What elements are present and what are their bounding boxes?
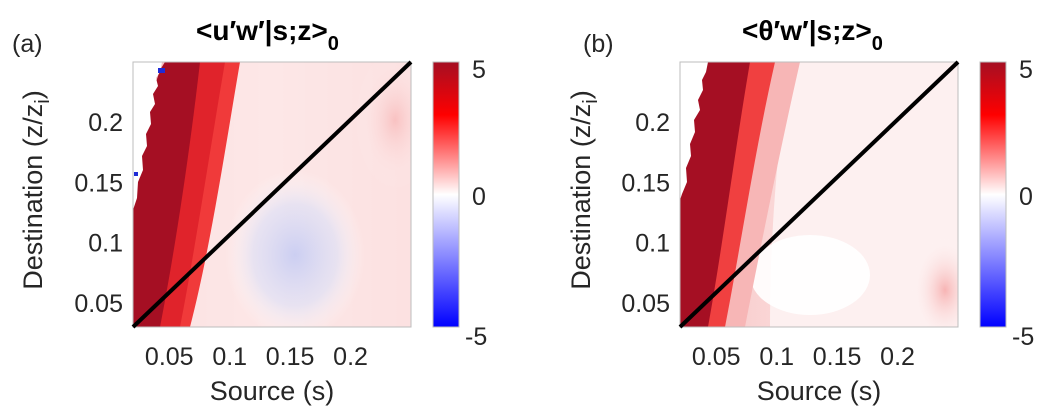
panel-a: (a) <u′w′|s;z>0 0.05 0.1 0.15 0.2 0.050.10.… bbox=[12, 15, 487, 406]
y-tick-label-b: 0.2 bbox=[635, 109, 670, 137]
panel-b-title-main: <θ′w′|s;z> bbox=[742, 15, 872, 46]
panel-a-title: <u′w′|s;z>0 bbox=[196, 15, 339, 55]
y-ticks-b: 0.05 0.1 0.15 0.2 bbox=[621, 109, 670, 318]
heatmap-a bbox=[133, 62, 411, 327]
diagonal-line-a bbox=[131, 60, 413, 329]
x-tick-label-b: 0.1 bbox=[759, 343, 794, 371]
colorbar-a-tick-max: 5 bbox=[472, 56, 486, 84]
y-tick-label-a: 0.05 bbox=[74, 290, 123, 318]
x-tick-label-a: 0.05 bbox=[145, 343, 194, 371]
x-ticks-b: 0.05 0.1 0.15 0.2 bbox=[692, 343, 915, 371]
x-tick-label-a: 0.2 bbox=[333, 343, 368, 371]
x-tick-label-b: 0.05 bbox=[692, 343, 741, 371]
panel-b-title-sub: 0 bbox=[872, 33, 883, 55]
x-axis-label-b: Source (s) bbox=[757, 376, 882, 406]
y-axis-label-b: Destination (z/zi) bbox=[566, 90, 602, 290]
y-tick-label-b: 0.05 bbox=[621, 290, 670, 318]
x-ticks-a: 0.05 0.1 0.15 0.2 bbox=[145, 343, 368, 371]
panel-label-a: (a) bbox=[12, 30, 43, 58]
y-tick-label-b: 0.15 bbox=[621, 169, 670, 197]
panel-b: (b) <θ′w′|s;z>0 0.05 0.1 0.15 0.2 0.050.10.… bbox=[566, 15, 1034, 406]
panel-a-title-main: <u′w′|s;z> bbox=[196, 15, 328, 46]
y-tick-label-a: 0.2 bbox=[88, 109, 123, 137]
x-tick-label-b: 0.2 bbox=[880, 343, 915, 371]
y-tick-label-a: 0.15 bbox=[74, 169, 123, 197]
colorbar-b-tick-min: -5 bbox=[1012, 323, 1034, 351]
plot-frame-a bbox=[132, 61, 412, 328]
y-ticks-a: 0.05 0.1 0.15 0.2 bbox=[74, 109, 123, 318]
colorbar-a-tick-zero: 0 bbox=[472, 183, 486, 211]
colorbar-b-tick-max: 5 bbox=[1019, 56, 1033, 84]
colorbar-b-tick-zero: 0 bbox=[1019, 183, 1033, 211]
heatmap-b bbox=[680, 62, 958, 327]
x-axis-label-a: Source (s) bbox=[210, 376, 335, 406]
colorbar-b bbox=[979, 61, 1007, 328]
y-axis-label-a: Destination (z/zi) bbox=[18, 90, 54, 290]
diagonal-line-b bbox=[678, 60, 960, 329]
x-tick-label-a: 0.15 bbox=[266, 343, 315, 371]
x-tick-label-b: 0.15 bbox=[813, 343, 862, 371]
y-tick-label-b: 0.1 bbox=[635, 230, 670, 258]
panel-a-title-sub: 0 bbox=[328, 33, 339, 55]
colorbar-a bbox=[432, 61, 460, 328]
x-tick-label-a: 0.1 bbox=[212, 343, 247, 371]
plot-frame-b bbox=[679, 61, 959, 328]
panel-b-title: <θ′w′|s;z>0 bbox=[742, 15, 883, 55]
colorbar-a-tick-min: -5 bbox=[465, 323, 487, 351]
panel-label-b: (b) bbox=[583, 30, 614, 58]
y-tick-label-a: 0.1 bbox=[88, 230, 123, 258]
